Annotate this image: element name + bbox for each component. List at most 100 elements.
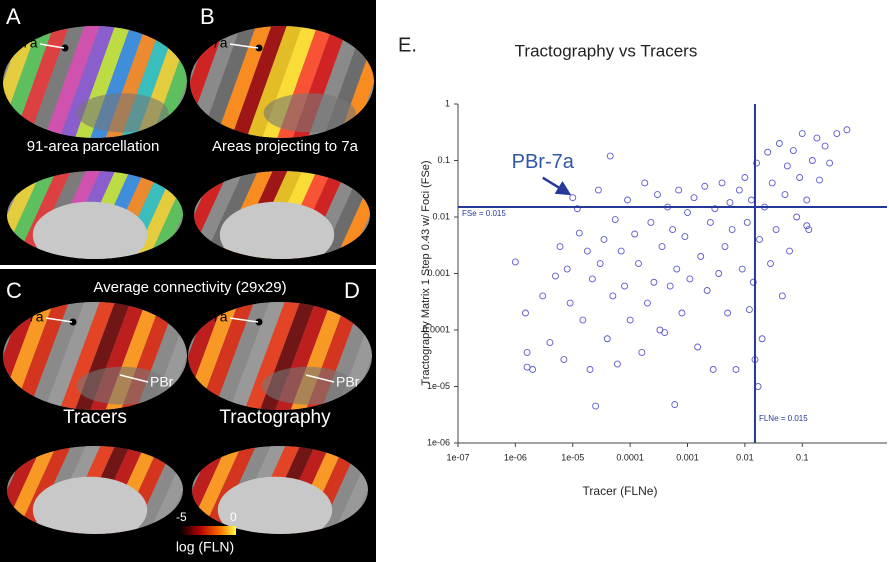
brain-region xyxy=(29,302,85,410)
brain-region xyxy=(198,302,254,410)
point xyxy=(767,260,774,268)
point xyxy=(586,366,594,373)
point xyxy=(658,243,666,250)
point xyxy=(745,306,753,314)
point xyxy=(617,247,625,255)
point xyxy=(579,316,587,324)
point xyxy=(641,179,649,187)
brain-region xyxy=(59,302,115,410)
point xyxy=(778,292,786,300)
point xyxy=(786,247,793,255)
point xyxy=(743,219,751,226)
point xyxy=(703,287,711,294)
point xyxy=(592,402,600,410)
area-dot xyxy=(255,44,263,52)
area-dot xyxy=(61,44,69,52)
point xyxy=(756,236,763,243)
brain-region xyxy=(194,171,229,259)
brain-shade xyxy=(261,366,354,405)
y-tick-label: 0.01 xyxy=(432,211,450,221)
point xyxy=(638,349,646,356)
brain-region xyxy=(246,26,302,138)
colorbar-max: 0 xyxy=(230,510,237,524)
point xyxy=(603,335,611,343)
point xyxy=(775,140,783,147)
area-dot xyxy=(69,318,77,326)
point xyxy=(569,194,577,202)
point xyxy=(783,162,791,170)
panel-label: D xyxy=(344,278,360,303)
brain xyxy=(3,26,187,138)
panel-divider xyxy=(0,265,376,269)
pointer-line xyxy=(305,374,335,383)
brain xyxy=(188,302,372,410)
point xyxy=(539,292,547,300)
x-tick-label: 0.01 xyxy=(736,452,754,462)
point xyxy=(690,194,698,202)
brain-region xyxy=(190,26,226,138)
point xyxy=(684,209,691,216)
brain xyxy=(3,302,187,410)
area-label: 7a xyxy=(212,35,228,51)
brain-region xyxy=(7,446,42,534)
point xyxy=(681,233,689,241)
brain-region xyxy=(188,302,224,410)
brain-region xyxy=(16,171,71,259)
point xyxy=(796,174,804,181)
reference-label: FSe = 0.015 xyxy=(462,209,506,218)
point xyxy=(643,299,651,307)
point xyxy=(747,196,755,204)
area-label: 7a xyxy=(22,35,38,51)
point xyxy=(596,260,604,268)
point xyxy=(833,130,841,137)
point xyxy=(741,174,749,181)
point xyxy=(694,343,702,351)
brain-region xyxy=(7,171,42,259)
pointer-line xyxy=(119,374,149,383)
brain xyxy=(7,171,183,259)
pointer-line xyxy=(45,317,73,323)
brain-region xyxy=(192,446,227,534)
x-tick-label: 0.001 xyxy=(676,452,699,462)
point xyxy=(758,335,766,343)
caption: Areas projecting to 7a xyxy=(212,138,359,155)
point xyxy=(666,282,674,290)
x-tick-label: 1e-06 xyxy=(504,452,527,462)
point xyxy=(706,219,714,226)
point xyxy=(735,186,743,194)
area-dot xyxy=(255,318,263,326)
point xyxy=(631,230,639,238)
point xyxy=(609,292,617,300)
panel-label: C xyxy=(6,278,22,303)
point xyxy=(789,147,797,155)
x-tick-label: 1e-07 xyxy=(446,452,469,462)
brain-shade xyxy=(76,93,169,133)
brain-region xyxy=(3,302,39,410)
area-label: PBr xyxy=(336,374,360,390)
point xyxy=(808,157,816,164)
brain-region xyxy=(148,446,183,534)
point xyxy=(709,366,717,373)
point xyxy=(803,222,811,230)
point xyxy=(754,383,762,390)
point xyxy=(556,243,564,250)
point xyxy=(523,349,531,356)
y-tick-label: 0.0001 xyxy=(422,324,450,334)
point xyxy=(816,176,823,184)
x-tick-label: 0.1 xyxy=(796,452,809,462)
y-tick-label: 0.001 xyxy=(427,268,450,278)
annotation: PBr-7a xyxy=(512,151,575,173)
brain-region xyxy=(244,302,300,410)
point xyxy=(624,196,631,204)
brain-region xyxy=(201,446,256,534)
point xyxy=(697,253,705,260)
y-axis-label: Tractography Matrix 1 Step 0.43 w/ Foci … xyxy=(420,160,432,385)
x-tick-label: 1e-05 xyxy=(561,452,584,462)
plot: 1e-07 1e-06 1e-05 0.0001 0.001 0.01 0.1 1e-06 1e… xyxy=(422,98,887,462)
point xyxy=(552,272,559,280)
point xyxy=(600,236,608,243)
point xyxy=(798,130,806,137)
point xyxy=(843,126,851,134)
y-tick-label: 1e-05 xyxy=(427,381,450,391)
